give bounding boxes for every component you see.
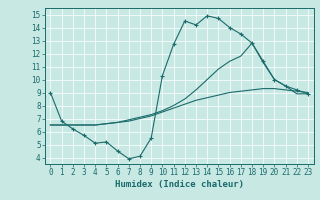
X-axis label: Humidex (Indice chaleur): Humidex (Indice chaleur)	[115, 180, 244, 189]
